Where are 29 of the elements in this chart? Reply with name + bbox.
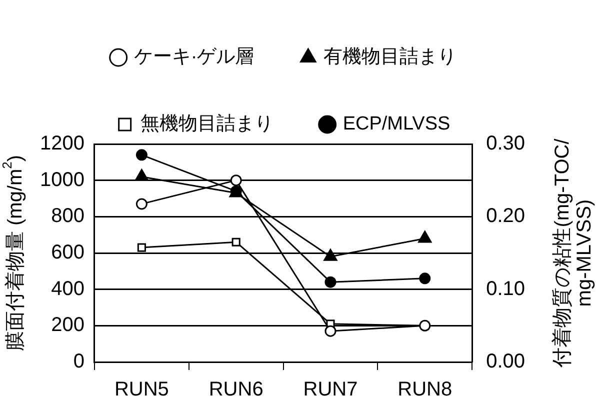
y-tick-label: 200 (51, 314, 84, 336)
y-tick-label: 600 (51, 242, 84, 264)
y2-tick-label: 0.20 (486, 205, 526, 228)
y2-axis-title: 付着物質の粘性(mg-TOC/mg-MLVSS) (550, 138, 596, 368)
point (419, 272, 431, 284)
y-tick-label: 1200 (40, 132, 84, 155)
y-axis-title: 膜面付着物量 (mg/m2) (0, 154, 27, 352)
x-tick-label: RUN5 (114, 378, 169, 401)
y-tick-label: 0 (73, 350, 84, 373)
point (324, 276, 336, 288)
y2-tick-label: 0.00 (486, 350, 526, 373)
x-tick-label: RUN8 (398, 378, 452, 401)
point (232, 238, 240, 246)
legend-label: ケーキ·ゲル層 (134, 46, 254, 68)
point (324, 325, 336, 337)
y2-tick-label: 0.30 (486, 132, 526, 155)
point (230, 174, 242, 186)
y-tick-label: 1000 (40, 168, 84, 191)
y-tick-label: 400 (51, 278, 84, 300)
legend-label: 無機物目詰まり (140, 114, 274, 135)
y-tick-label: 800 (51, 205, 84, 228)
point (136, 198, 148, 210)
legend-label: 有機物目詰まり (324, 46, 457, 68)
y2-tick-label: 0.10 (486, 278, 526, 300)
point (137, 243, 146, 252)
x-tick-label: RUN7 (303, 378, 358, 401)
point (136, 149, 148, 161)
x-tick-label: RUN6 (208, 378, 264, 401)
legend-label: ECP/MLVSS (342, 114, 450, 135)
